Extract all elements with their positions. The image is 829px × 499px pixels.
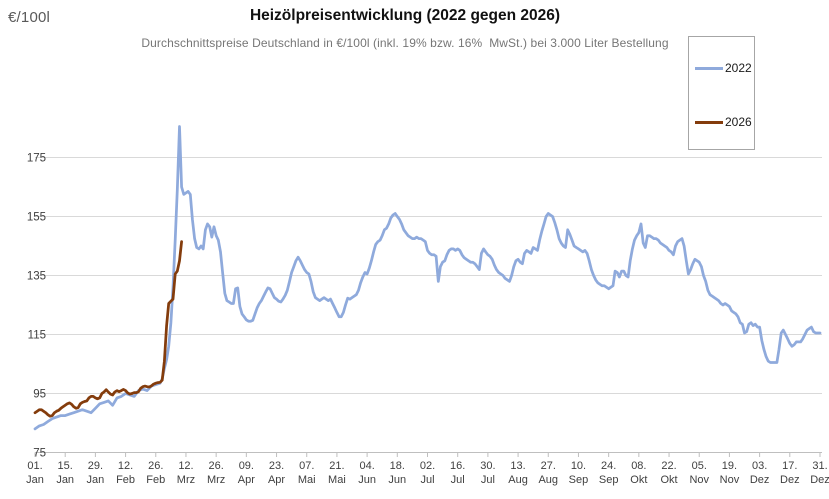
x-tick-label-23. Apr: 23. Apr — [268, 460, 285, 486]
x-tick-label-29. Jan: 29. Jan — [87, 460, 105, 486]
x-tick-label-08. Okt: 08. Okt — [630, 460, 647, 486]
x-tick-label-17. Dez: 17. Dez — [780, 460, 800, 486]
chart-subtitle: Durchschnittspreise Deutschland in €/100… — [141, 36, 669, 50]
chart-legend: 2022 2026 — [688, 36, 755, 150]
x-tick-label-21. Mai: 21. Mai — [328, 460, 346, 486]
x-tick-label-09. Apr: 09. Apr — [238, 460, 255, 486]
legend-label-2026: 2026 — [725, 115, 752, 129]
x-tick-label-16. Jul: 16. Jul — [450, 460, 465, 486]
x-tick-label-19. Nov: 19. Nov — [720, 460, 740, 486]
y-axis-unit-label: €/100l — [8, 9, 51, 26]
x-tick-label-04. Jun: 04. Jun — [358, 460, 376, 486]
x-tick-label-24. Sep: 24. Sep — [599, 460, 619, 486]
x-tick-label-27. Aug: 27. Aug — [538, 460, 558, 486]
x-tick-label-02. Jul: 02. Jul — [420, 460, 435, 486]
x-tick-label-18. Jun: 18. Jun — [388, 460, 406, 486]
x-tick-label-03. Dez: 03. Dez — [750, 460, 770, 486]
y-tick-label-115: 115 — [28, 330, 46, 342]
x-tick-label-15. Jan: 15. Jan — [56, 460, 74, 486]
x-tick-label-26. Mrz: 26. Mrz — [207, 460, 225, 486]
x-tick-label-26. Feb: 26. Feb — [146, 460, 165, 486]
legend-label-2022: 2022 — [725, 61, 752, 75]
x-tick-label-12. Feb: 12. Feb — [116, 460, 135, 486]
legend-line-swatch-2022 — [695, 66, 723, 70]
y-tick-label-175: 175 — [27, 153, 46, 165]
y-tick-label-95: 95 — [33, 389, 46, 401]
legend-line-swatch-2026 — [695, 120, 723, 124]
series-line-2022 — [33, 125, 822, 431]
x-tick-label-13. Aug: 13. Aug — [508, 460, 528, 486]
chart-title: Heizölpreisentwicklung (2022 gegen 2026) — [249, 7, 561, 24]
x-tick-label-31. Dez: 31. Dez — [810, 460, 829, 486]
legend-item-2022: 2022 — [695, 61, 752, 75]
x-tick-label-12. Mrz: 12. Mrz — [177, 460, 195, 486]
x-tick-label-01. Jan: 01. Jan — [26, 460, 44, 486]
y-tick-label-155: 155 — [27, 212, 46, 224]
x-tick-label-10. Sep: 10. Sep — [569, 460, 589, 486]
y-tick-label-135: 135 — [27, 271, 46, 283]
x-tick-label-05. Nov: 05. Nov — [689, 460, 709, 486]
y-tick-label-75: 75 — [33, 448, 46, 460]
x-tick-label-30. Jul: 30. Jul — [480, 460, 495, 486]
x-tick-label-22. Okt: 22. Okt — [660, 460, 677, 486]
x-tick-label-07. Mai: 07. Mai — [298, 460, 316, 486]
legend-item-2026: 2026 — [695, 115, 752, 129]
series-line-2026 — [33, 240, 183, 418]
